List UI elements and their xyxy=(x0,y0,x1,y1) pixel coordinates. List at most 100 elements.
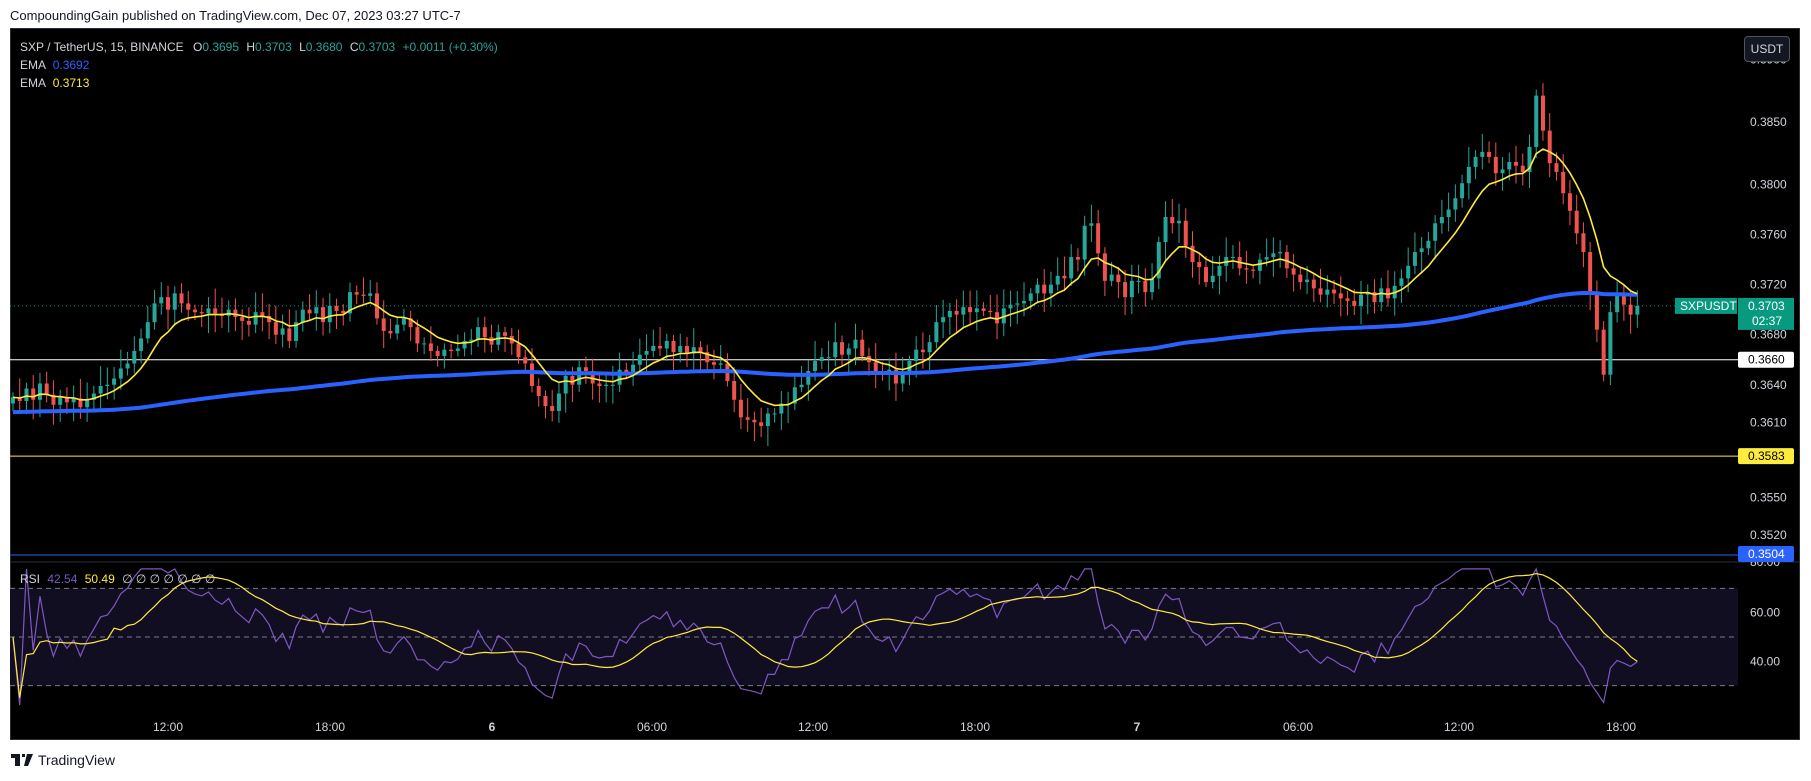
candle-body xyxy=(1177,220,1182,224)
candle-body xyxy=(1540,95,1545,131)
price-tick-label: 0.3640 xyxy=(1750,378,1787,392)
candle-body xyxy=(226,309,231,316)
candle-body xyxy=(1257,259,1262,271)
candle-body xyxy=(1015,303,1020,305)
candle-body xyxy=(914,349,919,361)
candle-body xyxy=(1635,305,1640,315)
candle-body xyxy=(503,332,508,336)
price-tick-label: 0.3610 xyxy=(1750,415,1787,429)
candle-body xyxy=(1520,165,1525,172)
ema1-legend[interactable]: EMA 0.3692 xyxy=(20,58,89,72)
yellow-price-tag-text: 0.3583 xyxy=(1748,449,1785,463)
candle-body xyxy=(307,309,312,314)
candle-body xyxy=(954,310,959,315)
candle-body xyxy=(1210,275,1215,283)
time-tick-label: 6 xyxy=(489,720,496,734)
ema2-legend[interactable]: EMA 0.3713 xyxy=(20,76,89,90)
candle-body xyxy=(1460,183,1465,199)
last-price-tag-text: 0.3703 xyxy=(1748,299,1785,313)
candle-body xyxy=(1439,217,1444,224)
time-tick-label: 12:00 xyxy=(1444,720,1474,734)
candle-body xyxy=(327,305,332,323)
candle-body xyxy=(974,308,979,313)
axis-layer: 0.39000.38500.38000.37600.37200.36800.36… xyxy=(153,52,1794,734)
candle-body xyxy=(1426,240,1431,249)
candle-body xyxy=(260,312,265,316)
candle-body xyxy=(179,293,184,304)
candle-body xyxy=(139,338,144,351)
candle-body xyxy=(1311,279,1316,289)
candle-body xyxy=(1089,223,1094,226)
candle-body xyxy=(1588,252,1593,295)
blue-price-tag-bg xyxy=(1738,545,1794,562)
candle-body xyxy=(1318,288,1323,295)
candle-body xyxy=(1197,262,1202,268)
rsi-line xyxy=(12,567,1638,706)
price-tick-label: 0.3760 xyxy=(1750,228,1787,242)
candle-body xyxy=(658,345,663,349)
candle-body xyxy=(1332,289,1337,294)
close-value: 0.3703 xyxy=(358,40,396,54)
candle-body xyxy=(233,309,238,318)
candle-body xyxy=(482,327,487,338)
candle-body xyxy=(597,383,602,387)
candle-body xyxy=(1446,209,1451,218)
candle-body xyxy=(334,305,339,311)
candle-body xyxy=(590,370,595,384)
candle-body xyxy=(462,340,467,349)
candle-body xyxy=(631,364,636,374)
candle-body xyxy=(995,312,1000,324)
time-tick-label: 18:00 xyxy=(960,720,990,734)
candle-body xyxy=(1480,151,1485,157)
candle-body xyxy=(981,308,986,311)
candle-body xyxy=(1628,304,1633,315)
candle-body xyxy=(300,309,305,323)
candle-body xyxy=(1001,308,1006,324)
currency-button[interactable]: USDT xyxy=(1744,36,1790,62)
candle-body xyxy=(1116,274,1121,283)
candle-body xyxy=(745,417,750,420)
candle-body xyxy=(988,310,993,313)
candle-body xyxy=(968,307,973,313)
candle-body xyxy=(442,349,447,356)
price-tick-label: 0.3520 xyxy=(1750,528,1787,542)
candle-body xyxy=(287,328,292,341)
candle-body xyxy=(199,312,204,314)
rsi-tick-label: 60.00 xyxy=(1750,606,1780,620)
candle-body xyxy=(1487,151,1492,157)
candle-body xyxy=(246,320,251,325)
time-tick-label: 18:00 xyxy=(1606,720,1636,734)
rsi-placeholders: ∅ ∅ ∅ ∅ ∅ ∅ ∅ xyxy=(122,572,216,586)
rsi-legend[interactable]: RSI 42.54 50.49 ∅ ∅ ∅ ∅ ∅ ∅ ∅ xyxy=(20,572,215,586)
candle-body xyxy=(893,369,898,384)
candle-body xyxy=(213,308,218,314)
candle-body xyxy=(1433,223,1438,241)
candle-body xyxy=(314,307,319,314)
candle-body xyxy=(321,307,326,323)
candle-body xyxy=(51,394,56,405)
candle-body xyxy=(118,368,123,379)
open-label: O xyxy=(192,40,203,54)
candle-body xyxy=(1278,252,1283,254)
candle-body xyxy=(152,303,157,323)
grid-layer xyxy=(10,561,1800,687)
time-tick-label: 12:00 xyxy=(798,720,828,734)
tradingview-logo-text: TradingView xyxy=(38,752,116,768)
candle-body xyxy=(1082,225,1087,260)
candle-body xyxy=(1136,280,1141,282)
candle-body xyxy=(644,350,649,355)
candle-body xyxy=(934,322,939,343)
symbol-label[interactable]: SXP / TetherUS, 15, BINANCE xyxy=(20,40,184,54)
candle-body xyxy=(752,419,757,423)
candle-body xyxy=(1379,288,1384,303)
candle-body xyxy=(1244,268,1249,270)
candle-body xyxy=(341,310,346,314)
candle-body xyxy=(637,354,642,365)
candle-body xyxy=(1190,245,1195,263)
candle-body xyxy=(1028,293,1033,301)
candle-body xyxy=(1554,163,1559,172)
candle-body xyxy=(1069,257,1074,279)
tradingview-logo[interactable]: TradingView xyxy=(10,752,115,768)
candle-body xyxy=(64,397,69,403)
